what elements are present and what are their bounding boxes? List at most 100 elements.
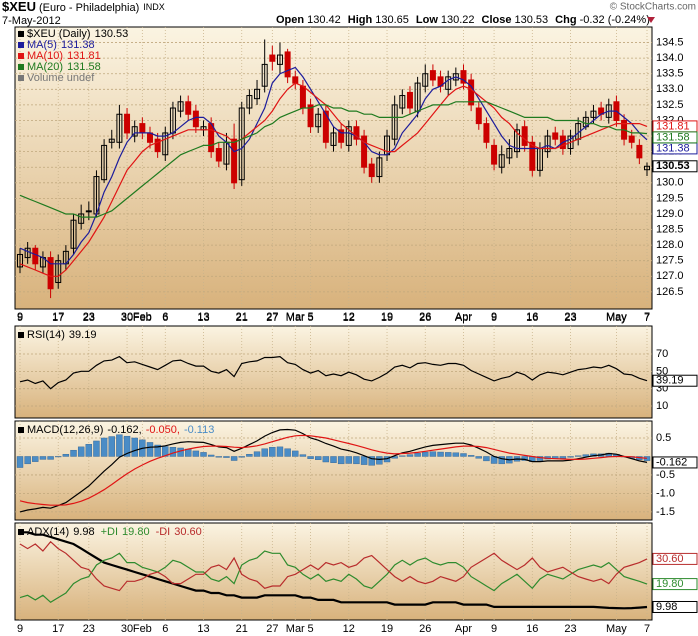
- candle-body: [146, 132, 153, 143]
- candle-body: [452, 73, 459, 81]
- candle-body: [483, 123, 490, 143]
- value-box: [652, 600, 698, 613]
- histogram-bar: [62, 454, 70, 457]
- series-line: [19, 550, 648, 604]
- candle-body: [70, 219, 77, 249]
- candle-body: [361, 135, 368, 168]
- histogram-bar: [567, 456, 574, 458]
- candle-body: [276, 54, 283, 65]
- candle-body: [307, 104, 314, 128]
- legend-text: $XEU (Daily): [27, 28, 91, 40]
- candle-body: [78, 213, 85, 224]
- candle-body: [498, 154, 505, 168]
- x-tick-label: 5: [307, 311, 313, 323]
- legend-value: -0.162: [107, 424, 138, 436]
- candle-body: [644, 165, 650, 171]
- value-box-label: 130.53: [656, 160, 690, 172]
- x-tick-label: 7: [644, 311, 650, 323]
- histogram-bar: [330, 456, 337, 463]
- histogram-bar: [70, 449, 77, 457]
- histogram-bar: [437, 451, 444, 457]
- candle-body: [284, 51, 291, 78]
- histogram-bar: [100, 437, 108, 457]
- x-tick-label: 30: [121, 312, 133, 324]
- value-box: [652, 456, 698, 469]
- x-tick-label: 13: [197, 623, 209, 635]
- candle-body: [238, 107, 245, 181]
- histogram-bar: [574, 455, 582, 457]
- legend-name: MACD(12,26,9): [27, 424, 103, 436]
- x-tick-label: May: [606, 311, 627, 323]
- value-box-label: 39.19: [656, 375, 684, 387]
- series-line: [19, 540, 648, 592]
- y-tick-label: 129.5: [656, 192, 684, 204]
- x-tick-label: 13: [197, 311, 209, 323]
- histogram-bar: [77, 446, 85, 457]
- candle-body: [215, 148, 222, 162]
- candle-body: [475, 107, 482, 125]
- histogram-bar: [276, 446, 284, 457]
- panel: [14, 325, 653, 419]
- histogram-bar: [422, 451, 429, 457]
- legend-entry: ADX(14) 9.98 +DI 19.80 -DI 30.60: [27, 526, 202, 538]
- histogram-bar: [177, 447, 184, 457]
- histogram-bar: [261, 448, 268, 457]
- candle-body: [544, 135, 551, 153]
- legend-text: Volume undef: [27, 72, 95, 84]
- x-tick-label: 7: [644, 312, 650, 324]
- value-box: [652, 578, 698, 591]
- legend-text: MA(10): [27, 50, 63, 62]
- candle-body: [17, 253, 23, 268]
- candle-body: [406, 91, 413, 109]
- histogram-bar: [154, 444, 161, 457]
- histogram-bar: [146, 442, 154, 457]
- x-tick-label: 26: [419, 311, 431, 323]
- x-tick-label: 19: [381, 312, 393, 324]
- candle-body: [567, 135, 574, 150]
- histogram-bar: [207, 454, 215, 457]
- panel: [14, 26, 653, 310]
- x-tick-label: Mar: [286, 312, 305, 324]
- candle-body: [468, 79, 475, 106]
- x-tick-label: Apr: [455, 312, 472, 324]
- histogram-bar: [230, 456, 238, 461]
- histogram-bar: [169, 447, 177, 457]
- x-tick-label: 26: [419, 623, 431, 635]
- x-tick-label: 13: [197, 312, 209, 324]
- quote-value: 130.65: [375, 14, 409, 26]
- candle-body: [460, 70, 467, 84]
- x-tick-label: 12: [343, 623, 355, 635]
- legend-entry: Volume undef: [27, 72, 95, 84]
- legend-text: 131.58: [67, 61, 101, 73]
- x-tick-label: 6: [162, 312, 168, 324]
- x-tick-label: 23: [564, 311, 576, 323]
- quote-line: Open 130.42 High 130.65 Low 130.22 Close 130.53…: [276, 14, 650, 26]
- candle-body: [139, 123, 146, 134]
- x-tick-label: 9: [17, 623, 23, 635]
- candle-body: [521, 126, 528, 146]
- histogram-bar: [299, 454, 307, 457]
- legend-name: -DI: [156, 526, 171, 538]
- legend-value: 39.19: [69, 329, 97, 341]
- x-tick-label: 27: [266, 311, 278, 323]
- quote-label: Low: [416, 14, 438, 26]
- x-tick-label: 9: [491, 623, 497, 635]
- y-tick-label: -1.0: [656, 487, 675, 499]
- y-tick-label: -0.5: [656, 469, 675, 481]
- legend-value: -0.050: [146, 424, 177, 436]
- y-tick-label: 129.0: [656, 208, 684, 220]
- candle-body: [399, 95, 406, 109]
- y-tick-label: 127.0: [656, 270, 684, 282]
- y-tick-label: 10: [656, 400, 668, 412]
- histogram-bar: [116, 434, 123, 457]
- candle-body: [85, 210, 92, 213]
- candle-body: [422, 73, 429, 87]
- candle-body: [353, 126, 360, 140]
- x-tick-label: 16: [526, 311, 538, 323]
- histogram-bar: [47, 456, 54, 460]
- candle-body: [552, 132, 559, 140]
- y-tick-label: 127.5: [656, 255, 684, 267]
- histogram-bar: [39, 456, 47, 460]
- legend-value: -0.113: [184, 424, 214, 436]
- x-tick-label: 27: [266, 312, 278, 324]
